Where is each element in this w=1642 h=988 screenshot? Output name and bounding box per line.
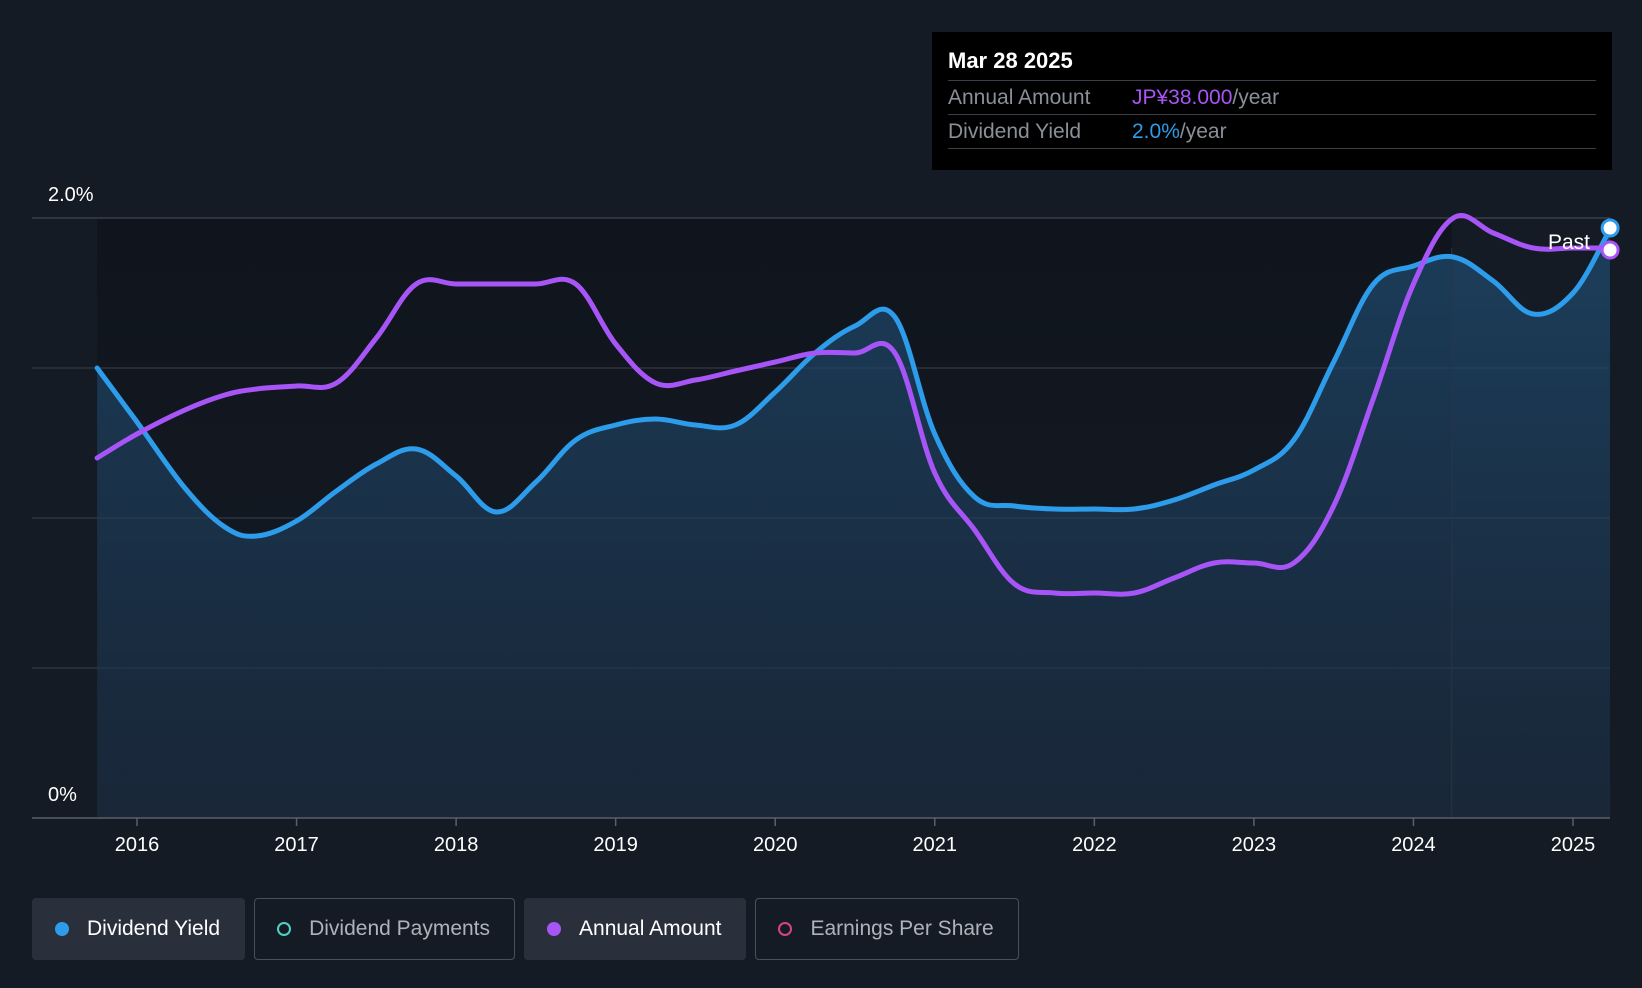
x-tick-label: 2017 [274,834,319,856]
tooltip-annual-value: JP¥38.000 [1132,86,1233,109]
dividend-yield-line [94,230,1611,539]
x-tick-label: 2016 [115,834,160,856]
data-tooltip: Mar 28 2025 Annual Amount JP¥38.000 /yea… [932,32,1612,170]
tooltip-row-annual: Annual Amount JP¥38.000 /year [948,80,1596,114]
annual-amount-line [94,213,1611,597]
x-tick-label: 2018 [434,834,479,856]
tooltip-yield-label: Dividend Yield [948,120,1082,143]
past-label: Past [1548,231,1590,254]
tooltip-annual-unit: /year [1232,86,1280,109]
legend-dividend-payments[interactable]: Dividend Payments [254,898,516,960]
legend-label: Earnings Per Share [810,917,994,940]
legend-ring-icon [277,922,292,936]
dividend-yield-end-marker[interactable] [1600,218,1620,238]
legend-annual-amount[interactable]: Annual Amount [524,898,747,960]
legend-label: Annual Amount [579,917,722,940]
legend-dot-icon [547,922,562,936]
legend-dividend-yield[interactable]: Dividend Yield [32,898,246,960]
x-tick-label: 2024 [1391,834,1436,856]
legend-earnings-per-share[interactable]: Earnings Per Share [755,898,1019,960]
annual-amount-end-marker[interactable] [1600,240,1620,260]
x-tick-label: 2019 [593,834,638,856]
x-tick-label: 2020 [753,834,798,856]
x-tick-label: 2021 [913,834,958,856]
x-tick-label: 2023 [1232,834,1277,856]
chart-legend: Dividend Yield Dividend Payments Annual … [32,898,1019,960]
tooltip-annual-label: Annual Amount [948,86,1091,109]
y-tick-label-top: 2.0% [48,184,94,206]
tooltip-date: Mar 28 2025 [948,48,1073,73]
legend-dot-icon [55,922,69,936]
x-axis-ticks: 2016 2017 2018 2019 2020 2021 2022 2023 2024 2025 [115,818,1596,856]
legend-label: Dividend Payments [309,917,491,940]
tooltip-yield-unit: /year [1179,120,1227,143]
y-tick-label-bottom: 0% [48,784,77,806]
tooltip-row-yield: Dividend Yield 2.0% /year [948,114,1596,149]
dividend-yield-area [97,233,1611,818]
tooltip-yield-value: 2.0% [1132,120,1180,143]
legend-label: Dividend Yield [87,917,221,940]
x-tick-label: 2022 [1072,834,1117,856]
legend-ring-icon [778,922,793,936]
x-tick-label: 2025 [1551,834,1596,856]
